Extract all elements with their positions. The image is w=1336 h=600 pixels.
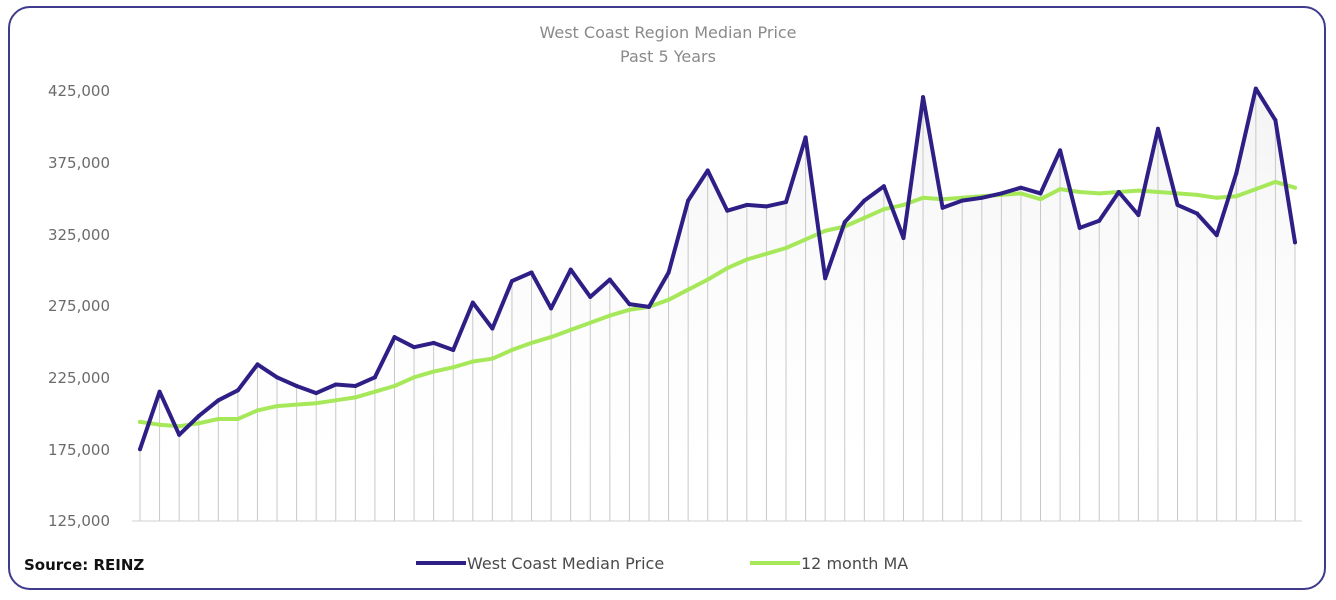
area-background <box>140 88 1295 521</box>
y-tick-label: 425,000 <box>48 82 110 100</box>
drop-lines <box>139 88 1296 521</box>
chart-title: West Coast Region Median Price <box>539 23 796 42</box>
y-tick-label: 325,000 <box>48 226 110 244</box>
y-tick-label: 175,000 <box>48 441 110 459</box>
series-line-west-coast-median <box>138 86 1297 452</box>
y-tick-label: 375,000 <box>48 154 110 172</box>
legend-label-ma: 12 month MA <box>801 554 908 573</box>
chart-subtitle: Past 5 Years <box>620 47 716 66</box>
legend-label-median: West Coast Median Price <box>467 554 664 573</box>
y-tick-label: 225,000 <box>48 369 110 387</box>
legend: West Coast Median Price 12 month MA <box>416 554 908 573</box>
y-tick-label: 125,000 <box>48 512 110 530</box>
y-tick-label: 275,000 <box>48 297 110 315</box>
series-line-12-month-ma <box>138 179 1297 429</box>
y-axis-ticks: 425,000 375,000 325,000 275,000 225,000 … <box>48 82 110 530</box>
source-label: Source: REINZ <box>24 556 144 574</box>
